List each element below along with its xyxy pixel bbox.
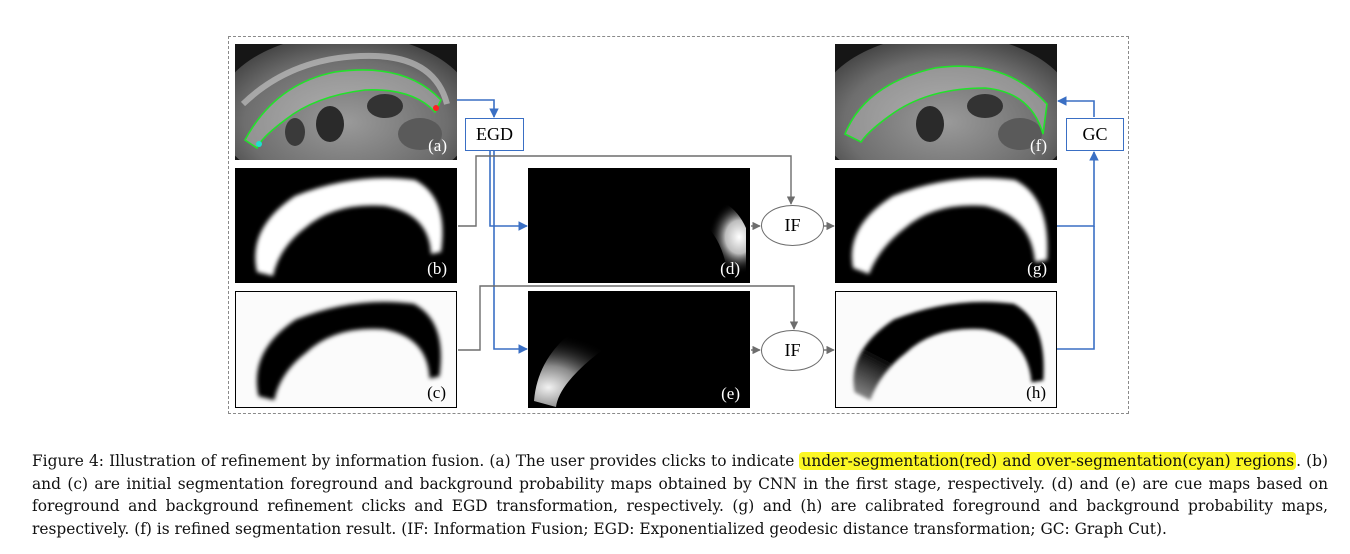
foreground-probability-image-b (235, 168, 457, 283)
panel-c-background-probability-map: (c) (235, 291, 457, 408)
over-segmentation-click-marker (256, 141, 262, 147)
caption-text-start: Figure 4: Illustration of refinement by … (32, 452, 800, 470)
information-fusion-top-node: IF (761, 205, 824, 246)
panel-g-calibrated-foreground-map: (g) (835, 168, 1057, 283)
figure-frame (228, 36, 1129, 414)
egd-box: EGD (465, 118, 524, 151)
figure-caption: Figure 4: Illustration of refinement by … (32, 450, 1328, 554)
calibrated-background-image-h (836, 292, 1056, 407)
background-probability-image-c (236, 292, 456, 407)
panel-label-c: (c) (427, 383, 446, 402)
panel-label-b: (b) (427, 259, 447, 278)
panel-b-foreground-probability-map: (b) (235, 168, 457, 283)
background-cue-image-e (528, 291, 750, 408)
mri-image-f (835, 44, 1057, 160)
under-segmentation-click-marker (433, 105, 439, 111)
panel-label-a: (a) (428, 136, 447, 155)
panel-label-d: (d) (720, 259, 740, 278)
panel-d-foreground-cue-map: (d) (528, 168, 750, 283)
panel-a-mri-initial-segmentation: (a) (235, 44, 457, 160)
panel-label-e: (e) (721, 384, 740, 403)
panel-label-f: (f) (1030, 136, 1047, 155)
mri-image-a (235, 44, 457, 160)
gc-box: GC (1066, 118, 1124, 151)
calibrated-foreground-image-g (835, 168, 1057, 283)
caption-highlight: under-segmentation(red) and over-segment… (799, 452, 1297, 470)
panel-label-h: (h) (1026, 383, 1046, 402)
panel-e-background-cue-map: (e) (528, 291, 750, 408)
foreground-cue-image-d (528, 168, 750, 283)
panel-h-calibrated-background-map: (h) (835, 291, 1057, 408)
information-fusion-bottom-node: IF (761, 330, 824, 371)
panel-label-g: (g) (1027, 259, 1047, 278)
panel-f-refined-segmentation: (f) (835, 44, 1057, 160)
caption-text-end: . (b) and (c) are initial segmentation f… (32, 452, 1328, 538)
